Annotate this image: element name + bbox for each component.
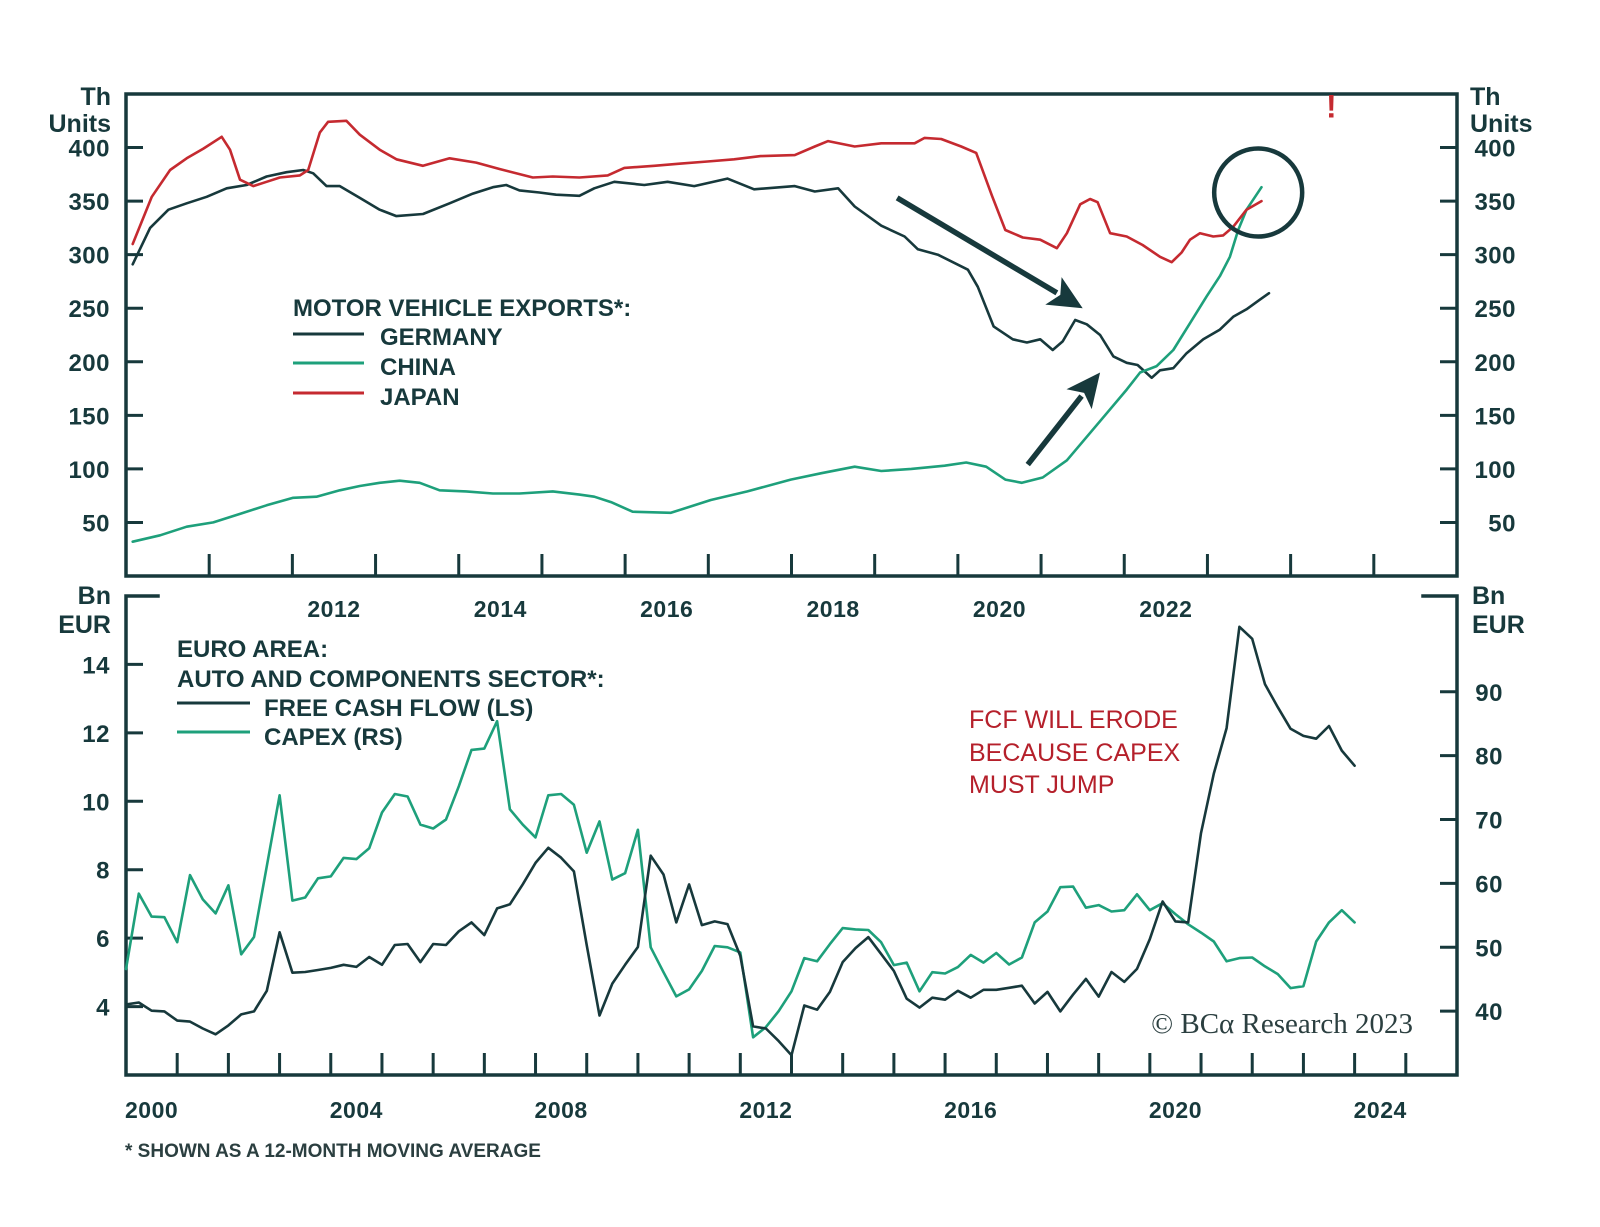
series-line-japan	[131, 119, 1263, 264]
bottom-right-unit-line2: EUR	[1472, 611, 1525, 639]
top-right-y-tick-label: 50	[1488, 510, 1516, 537]
bottom-left-unit-line1: Bn	[78, 582, 111, 610]
top-left-y-tick-label: 200	[68, 350, 110, 377]
arrow-shaft	[895, 195, 1059, 296]
top-x-tick-label: 2012	[307, 596, 360, 622]
germany-decline-arrow	[895, 195, 1083, 309]
top-left-unit-line1: Th	[80, 83, 111, 111]
bottom-left-y-tick-label: 12	[82, 721, 110, 748]
bottom-right-y-tick-label: 90	[1475, 680, 1503, 707]
bottom-axis-ticks: 4 6 8 10 12 14 40 50 60 70 80 90 2000 2004 2008 2012 201…	[82, 652, 1503, 1123]
legend-label-japan: JAPAN	[380, 384, 460, 411]
bottom-x-tick-label: 2000	[125, 1097, 178, 1123]
series-line-capex-rs	[124, 719, 1356, 1039]
annotation-line-1: FCF WILL ERODE	[969, 706, 1178, 734]
bottom-left-y-tick-label: 14	[82, 652, 110, 679]
copyright-bca-research: © BCα Research 2023	[1151, 1008, 1413, 1040]
bottom-panel-euro-area-auto: 4 6 8 10 12 14 40 50 60 70 80 90 2000 2004 2008 2012 201…	[58, 582, 1525, 1123]
bottom-x-tick-label: 2012	[739, 1097, 792, 1123]
series-line-free-cash-flow-ls	[124, 625, 1356, 1057]
legend-label-china: CHINA	[380, 354, 456, 381]
bottom-x-tick-label: 2020	[1149, 1097, 1202, 1123]
top-annotations: !	[895, 89, 1337, 467]
top-right-y-tick-label: 200	[1474, 350, 1516, 377]
annotation-line-2: BECAUSE CAPEX	[969, 739, 1181, 767]
top-right-y-tick-label: 350	[1474, 189, 1516, 216]
top-left-y-tick-label: 100	[68, 457, 110, 484]
bottom-right-unit-line1: Bn	[1472, 582, 1505, 610]
bottom-right-y-tick-label: 60	[1475, 871, 1503, 898]
bottom-x-tick-label: 2004	[330, 1097, 383, 1123]
series-line-germany	[131, 168, 1271, 380]
top-x-tick-label: 2018	[807, 596, 860, 622]
top-x-tick-label: 2022	[1139, 596, 1192, 622]
top-left-y-tick-label: 300	[68, 243, 110, 270]
bottom-legend-title-line1: EURO AREA:	[177, 636, 328, 663]
china-rise-arrow	[1025, 372, 1101, 467]
bottom-left-unit-line2: EUR	[58, 611, 111, 639]
bottom-left-y-tick-label: 6	[96, 926, 110, 953]
top-legend: MOTOR VEHICLE EXPORTS*: GERMANY CHINA JA…	[293, 295, 631, 411]
series-line-china	[131, 185, 1263, 543]
bottom-right-y-tick-label: 80	[1475, 744, 1503, 771]
bottom-x-tick-label: 2008	[535, 1097, 588, 1123]
china-overtakes-japan-circle	[1211, 146, 1305, 239]
bottom-right-y-tick-label: 70	[1475, 808, 1503, 835]
arrow-shaft	[1025, 394, 1084, 467]
top-left-y-tick-label: 250	[68, 296, 110, 323]
top-left-y-tick-label: 150	[68, 403, 110, 430]
arrow-head	[1045, 277, 1083, 309]
bottom-x-tick-label: 2016	[944, 1097, 997, 1123]
bottom-left-y-tick-label: 10	[82, 789, 110, 816]
top-axis-ticks: 50 50 100 100 150 150 200 200 250 250 300 300 350 350…	[68, 136, 1516, 622]
top-left-y-tick-label: 400	[68, 136, 110, 163]
top-right-y-tick-label: 150	[1474, 403, 1516, 430]
top-left-unit-line2: Units	[49, 110, 112, 138]
top-x-tick-label: 2020	[973, 596, 1026, 622]
arrow-head	[1066, 372, 1101, 410]
bottom-left-y-tick-label: 8	[96, 858, 110, 885]
top-left-y-tick-label: 350	[68, 189, 110, 216]
bottom-right-y-tick-label: 50	[1475, 935, 1503, 962]
top-right-unit-line1: Th	[1470, 83, 1501, 111]
top-left-y-tick-label: 50	[82, 510, 110, 537]
top-right-y-tick-label: 400	[1474, 136, 1516, 163]
top-right-unit-line2: Units	[1470, 110, 1533, 138]
top-series-lines	[131, 119, 1271, 543]
top-x-tick-label: 2016	[640, 596, 693, 622]
legend-label-free-cash-flow: FREE CASH FLOW (LS)	[264, 695, 533, 722]
top-right-y-tick-label: 250	[1474, 296, 1516, 323]
bottom-x-tick-label: 2024	[1354, 1097, 1407, 1123]
bottom-legend: EURO AREA: AUTO AND COMPONENTS SECTOR*: …	[177, 636, 605, 751]
legend-label-germany: GERMANY	[380, 324, 503, 351]
top-right-y-tick-label: 300	[1474, 243, 1516, 270]
bottom-legend-title-line2: AUTO AND COMPONENTS SECTOR*:	[177, 666, 605, 693]
legend-label-capex: CAPEX (RS)	[264, 724, 403, 751]
exclamation-mark: !	[1326, 89, 1337, 125]
top-legend-title: MOTOR VEHICLE EXPORTS*:	[293, 295, 631, 322]
bottom-right-y-tick-label: 40	[1475, 999, 1503, 1026]
top-panel-motor-vehicle-exports: 50 50 100 100 150 150 200 200 250 250 300 300 350 350…	[49, 83, 1533, 622]
fcf-annotation: FCF WILL ERODE BECAUSE CAPEX MUST JUMP	[969, 706, 1181, 799]
bottom-series-lines	[124, 625, 1356, 1057]
top-x-tick-label: 2014	[474, 596, 527, 622]
top-right-y-tick-label: 100	[1474, 457, 1516, 484]
footnote-moving-average: * SHOWN AS A 12-MONTH MOVING AVERAGE	[125, 1141, 541, 1162]
bottom-left-y-tick-label: 4	[96, 995, 110, 1022]
annotation-line-3: MUST JUMP	[969, 771, 1114, 799]
